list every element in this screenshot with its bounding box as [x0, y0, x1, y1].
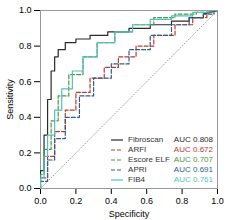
- html-text:APRI: APRI: [128, 165, 147, 174]
- html-text:AUC 0.672: AUC 0.672: [173, 145, 213, 154]
- svg-text:0.6: 0.6: [19, 77, 32, 87]
- html-text:Fibroscan: Fibroscan: [128, 135, 164, 144]
- svg-text:0.6: 0.6: [140, 196, 153, 206]
- svg-text:1.0: 1.0: [211, 196, 224, 206]
- html-text:FIB4: FIB4: [128, 175, 145, 184]
- html-text:ARFI: ARFI: [128, 145, 147, 154]
- svg-text:0.2: 0.2: [70, 196, 83, 206]
- svg-text:0.0: 0.0: [34, 196, 47, 206]
- html-text:Escore ELF AUC 0.707: Escore ELF AUC 0.707: [128, 155, 213, 164]
- html-text:AUC 0.761: AUC 0.761: [173, 175, 213, 184]
- html-text:AUC 0.808: AUC 0.808: [173, 135, 213, 144]
- svg-text:0.8: 0.8: [176, 196, 189, 206]
- svg-text:0.0: 0.0: [19, 183, 32, 193]
- svg-text:0.8: 0.8: [19, 41, 32, 51]
- svg-text:Sensitivity: Sensitivity: [5, 79, 15, 120]
- svg-text:Specificity: Specificity: [109, 209, 150, 219]
- svg-text:1.0: 1.0: [19, 5, 32, 15]
- svg-text:0.4: 0.4: [19, 112, 32, 122]
- svg-text:0.2: 0.2: [19, 148, 32, 158]
- svg-text:0.4: 0.4: [105, 196, 118, 206]
- html-text:AUC 0.691: AUC 0.691: [173, 165, 213, 174]
